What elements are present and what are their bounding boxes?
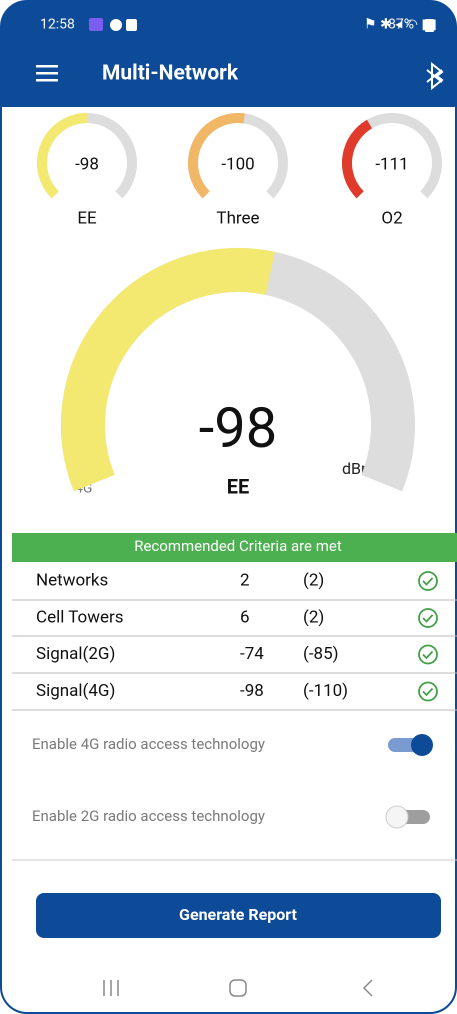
gauge-label: O2 — [381, 208, 402, 228]
check-icon — [418, 681, 438, 702]
gauge-label: EE — [77, 208, 97, 228]
gauge-value: -100 — [221, 154, 254, 174]
gauge-fill — [188, 113, 245, 199]
table-cell: -98 — [240, 681, 264, 701]
toggle-thumb — [385, 805, 409, 829]
check-mark — [422, 650, 434, 660]
table-cell: -74 — [240, 644, 264, 664]
status-icons: ⚑ ✱ ◂ ◠ ▮▮ — [364, 17, 437, 33]
table-cell: Signal(2G) — [36, 644, 115, 664]
check-mark — [422, 614, 434, 623]
check-mark — [422, 687, 434, 697]
check-icon — [418, 608, 438, 628]
table-cell: Networks — [36, 570, 108, 590]
toggle-label: Enable 2G radio access technology — [32, 807, 265, 825]
gauge-fill — [342, 119, 373, 199]
gauge-value: -98 — [75, 154, 99, 174]
nav-bar — [103, 979, 373, 997]
status-icon — [126, 19, 137, 31]
main-value: -98 — [199, 395, 277, 461]
nav-recents[interactable] — [103, 980, 119, 996]
status-time: 12:58 — [40, 17, 75, 33]
status-icon — [89, 18, 103, 31]
check-mark — [422, 577, 434, 586]
toggle-switch[interactable] — [388, 734, 433, 756]
menu-button[interactable] — [36, 65, 58, 82]
main-network: EE — [227, 474, 250, 498]
table-cell: (-85) — [303, 644, 339, 664]
check-icon — [418, 571, 438, 591]
button-label: Generate Report — [179, 905, 298, 924]
table-cell: Signal(4G) — [36, 681, 115, 701]
toggle-thumb — [411, 734, 433, 756]
battery-level: 87% — [388, 17, 414, 33]
toggle-switch[interactable] — [385, 805, 430, 829]
table-cell: 2 — [240, 570, 250, 590]
bluetooth-button[interactable] — [426, 61, 444, 91]
criteria-banner — [12, 533, 457, 562]
check-icon — [418, 644, 438, 665]
table-cell: (-110) — [303, 681, 348, 701]
gauge-value: -111 — [375, 154, 408, 174]
toggle-label: Enable 4G radio access technology — [32, 735, 265, 753]
status-icon — [110, 19, 122, 31]
battery-icon — [425, 19, 434, 32]
gauge-fill — [37, 113, 88, 199]
generate-report-button[interactable] — [36, 893, 441, 938]
nav-back[interactable] — [362, 979, 373, 997]
table-cell: (2) — [303, 607, 324, 627]
main-gauge-fill — [61, 248, 275, 492]
criteria-text: Recommended Criteria are met — [134, 537, 342, 555]
table-cell: Cell Towers — [36, 607, 124, 627]
gauge-label: Three — [216, 208, 259, 228]
app-title: Multi-Network — [102, 62, 239, 86]
table-cell: 6 — [240, 607, 250, 627]
nav-home[interactable] — [229, 979, 247, 997]
table-cell: (2) — [303, 570, 324, 590]
